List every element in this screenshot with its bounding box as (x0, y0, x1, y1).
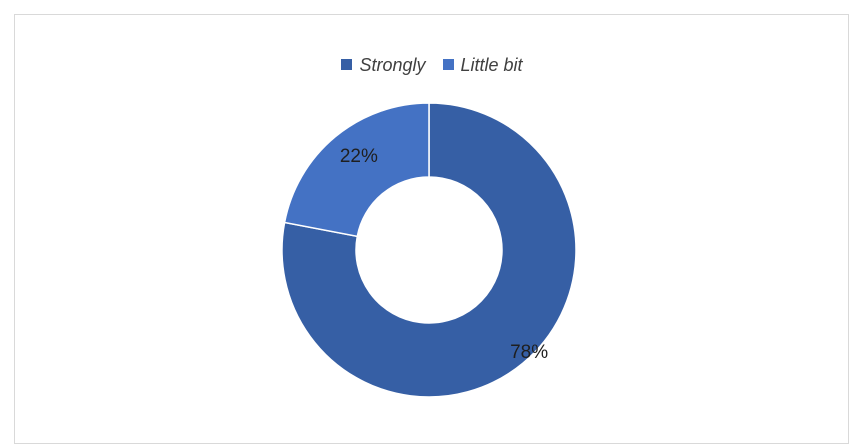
data-label-little-bit: 22% (340, 146, 378, 167)
legend-item-little-bit: Little bit (442, 55, 523, 76)
legend-label-strongly: Strongly (359, 55, 426, 75)
chart-legend: Strongly Little bit (0, 55, 864, 76)
legend-item-strongly: Strongly (341, 55, 425, 76)
donut-slice-strongly (281, 102, 577, 398)
legend-label-little-bit: Little bit (460, 55, 523, 75)
data-label-strongly: 78% (510, 342, 548, 363)
donut-slice-little-bit (283, 102, 430, 238)
legend-swatch-strongly (341, 59, 353, 70)
legend-swatch-little-bit (442, 59, 454, 70)
